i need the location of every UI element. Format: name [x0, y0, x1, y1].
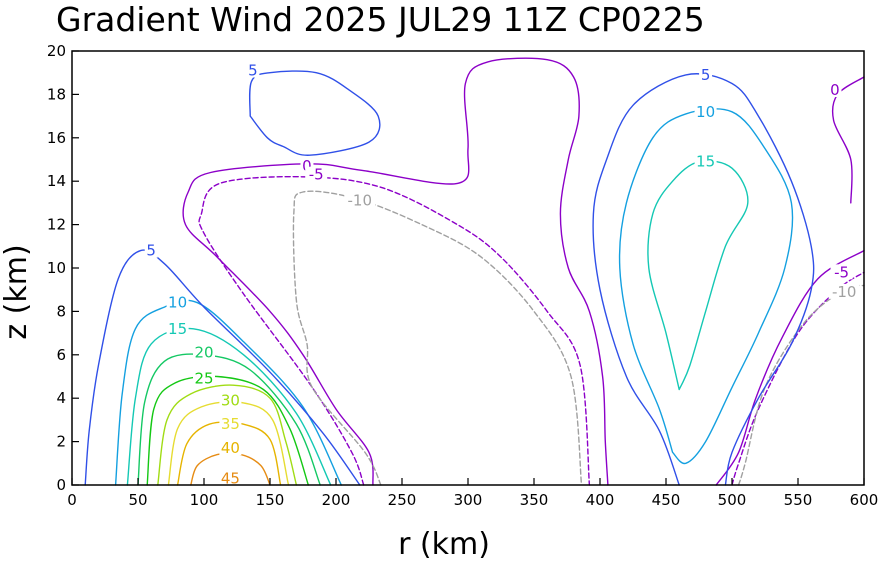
contour-line [126, 327, 332, 486]
contour-label: 45 [221, 469, 240, 487]
contour-label: -10 [348, 192, 373, 210]
y-tick-label: 8 [56, 302, 66, 320]
y-tick-label: 0 [56, 476, 66, 494]
contour-line [731, 271, 865, 486]
y-tick-label: 18 [47, 85, 66, 103]
contour-label-bg [830, 264, 853, 280]
x-tick-label: 450 [652, 491, 681, 509]
x-tick-label: 0 [67, 491, 77, 509]
contour-label-bg [828, 82, 842, 98]
x-tick-label: 150 [256, 491, 285, 509]
chart-title: Gradient Wind 2025 JUL29 11Z CP0225 [56, 0, 705, 39]
contour-label: 5 [701, 66, 711, 84]
contour-label-bg [166, 294, 189, 310]
contour-line [647, 160, 749, 391]
x-axis: 0 50 100 150 200 250 300 350 400 450 500 550 600 [67, 478, 878, 509]
contour-label-bg [828, 283, 860, 299]
contour-label-bg [694, 103, 717, 119]
y-tick-label: 2 [56, 433, 66, 451]
contour-label: 40 [221, 439, 240, 457]
plot-frame [71, 50, 865, 486]
contour-line [198, 175, 591, 486]
x-tick-label: 500 [718, 491, 747, 509]
contour-label: 25 [194, 370, 213, 388]
contour-label: 0 [830, 81, 840, 99]
x-axis-label: r (km) [398, 527, 490, 561]
x-tick-label: 350 [520, 491, 549, 509]
contour-label: 30 [221, 391, 240, 409]
contour-line [737, 284, 865, 486]
contour-label-bg [144, 242, 158, 258]
x-tick-label: 550 [784, 491, 813, 509]
contour-line [592, 73, 815, 486]
contour-label-bg [193, 344, 215, 360]
contour-line [292, 190, 583, 486]
contour-label-bg [246, 62, 260, 78]
x-tick-label: 300 [454, 491, 483, 509]
contour-label: 5 [248, 62, 258, 80]
y-tick-label: 6 [56, 346, 66, 364]
contour-label-bg [219, 392, 242, 408]
y-tick-label: 14 [47, 172, 66, 190]
contour-label: 15 [168, 320, 187, 338]
contour-layer [84, 57, 865, 486]
contour-line [146, 375, 309, 486]
x-tick-label: 250 [388, 491, 417, 509]
contour-label: 35 [221, 415, 240, 433]
x-tick-label: 50 [128, 491, 147, 509]
contour-line [182, 57, 609, 486]
contour-label-bg [305, 166, 328, 182]
contour-label: 10 [168, 294, 187, 312]
x-tick-label: 200 [322, 491, 351, 509]
contour-label: 20 [194, 344, 213, 362]
y-tick-label: 10 [47, 259, 66, 277]
y-tick-label: 16 [47, 129, 66, 147]
contour-label: -5 [834, 263, 849, 281]
contour-label-bg [344, 192, 376, 208]
contour-label-bg [219, 416, 242, 432]
contour-label: -10 [832, 283, 857, 301]
contour-label-bg [694, 153, 717, 169]
contour-label: 10 [696, 103, 715, 121]
contour-label-bg [219, 470, 242, 486]
contour-label-bg [699, 66, 713, 82]
contour-label: 0 [302, 157, 312, 175]
contour-line [715, 249, 865, 486]
y-axis-label: z (km) [0, 244, 34, 339]
y-tick-label: 20 [47, 42, 66, 60]
y-tick-label: 12 [47, 216, 66, 234]
contour-line [618, 108, 794, 465]
x-tick-label: 600 [850, 491, 879, 509]
contour-label-bg [219, 440, 242, 456]
x-tick-label: 400 [586, 491, 615, 509]
contour-label-bg [166, 320, 189, 336]
contour-line [157, 384, 298, 486]
contour-label-bg [193, 370, 215, 386]
contour-label: 15 [696, 153, 715, 171]
y-tick-label: 4 [56, 389, 66, 407]
contour-label: -5 [309, 166, 324, 184]
contour-line [831, 76, 865, 204]
y-axis: 0 2 4 6 8 10 12 14 16 18 20 [47, 42, 79, 494]
x-tick-label: 100 [190, 491, 219, 509]
contour-line [248, 70, 381, 156]
contour-label: 5 [146, 242, 156, 260]
